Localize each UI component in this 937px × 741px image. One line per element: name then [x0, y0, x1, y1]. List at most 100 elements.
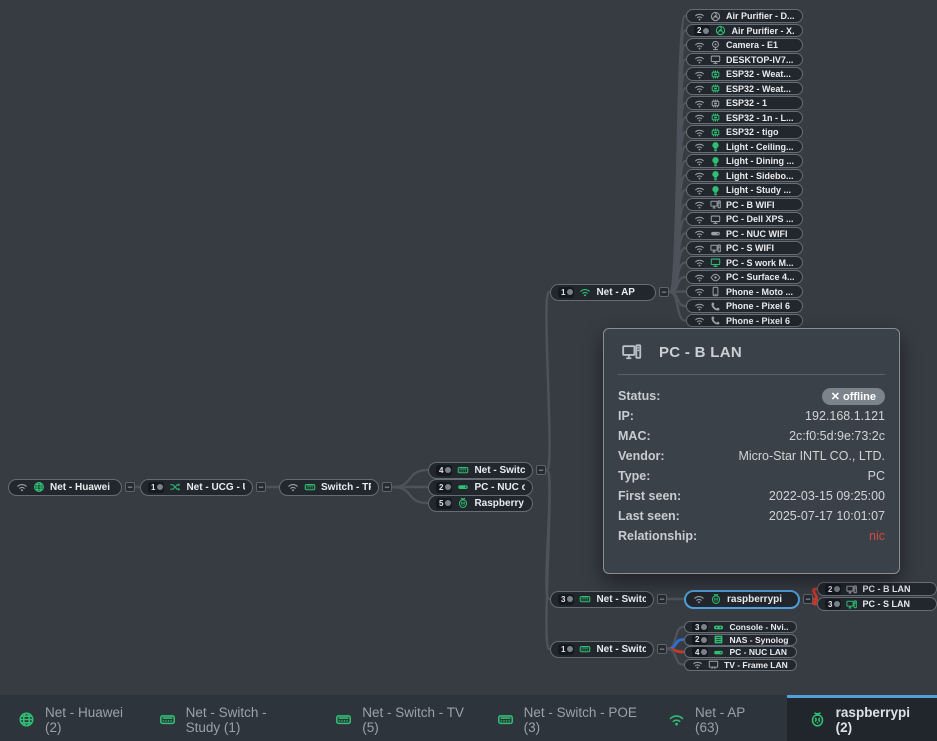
node-label: Camera - E1: [726, 40, 779, 50]
tab-net-switch-tv[interactable]: Net - Switch - TV (5): [322, 695, 478, 741]
wifi-icon: [692, 660, 703, 670]
switch-icon: [335, 711, 352, 728]
wifi-icon: [694, 83, 705, 94]
node-label: raspberrypi: [727, 593, 783, 605]
node-d8[interactable]: ESP32 - 1n - L...: [686, 110, 803, 125]
node-d11[interactable]: Light - Dining ...: [686, 154, 803, 168]
collapse-button[interactable]: −: [657, 594, 667, 604]
node-d18[interactable]: PC - S work M...: [686, 255, 803, 270]
node-raspberry-pi-old[interactable]: 5 Raspberry Pi ...: [428, 494, 533, 512]
detail-value: 2022-03-15 09:25:00: [768, 489, 885, 503]
count-badge: 4: [436, 464, 453, 476]
node-label: Net - Switch - ...: [596, 593, 646, 605]
node-console[interactable]: 3 Console - Nvi...: [684, 621, 797, 633]
node-d17[interactable]: PC - S WIFI: [686, 241, 803, 255]
handset-icon: [710, 315, 721, 326]
node-switch-tp[interactable]: Switch - TP li...: [279, 478, 379, 496]
node-d4[interactable]: DESKTOP-IV7...: [686, 52, 803, 67]
collapse-button[interactable]: −: [536, 465, 546, 475]
wifi-icon: [694, 228, 705, 239]
node-label: Net - Switch - ...: [596, 643, 646, 655]
node-nas[interactable]: 2 NAS - Synology: [684, 633, 797, 646]
globe-icon: [18, 711, 35, 728]
node-d20[interactable]: Phone - Moto ...: [686, 284, 803, 299]
count-badge: 1: [558, 643, 575, 655]
tab-label: Net - Switch - Study (1): [185, 704, 267, 735]
chip-icon: [710, 127, 721, 138]
bulb-icon: [710, 170, 721, 181]
node-label: PC - S WIFI: [726, 243, 774, 253]
tab-net-huawei[interactable]: Net - Huawei (2): [5, 695, 141, 741]
wifi-icon: [694, 286, 705, 297]
node-d13[interactable]: Light - Study ...: [686, 183, 803, 197]
bottom-tab-bar: Net - Huawei (2) Net - Switch - Study (1)…: [0, 695, 937, 741]
status-badge: ✕ offline: [821, 387, 885, 405]
count-badge: 2: [692, 634, 709, 645]
node-d21[interactable]: Phone - Pixel 6: [686, 299, 803, 313]
node-d12[interactable]: Light - Sidebo...: [686, 168, 803, 183]
node-d14[interactable]: PC - B WIFI: [686, 197, 803, 212]
graph-canvas[interactable]: Net - Huawei − 1 Net - UCG - Ul... − Switch -…: [0, 0, 937, 695]
node-label: Light - Sidebo...: [726, 170, 794, 181]
detail-value: 192.168.1.121: [805, 409, 885, 423]
node-d9[interactable]: ESP32 - tigo: [686, 125, 803, 139]
node-net-ucg[interactable]: 1 Net - UCG - Ul...: [140, 478, 253, 496]
wifi-icon: [694, 185, 705, 196]
node-d15[interactable]: PC - Dell XPS ...: [686, 212, 803, 226]
tab-net-switch-study[interactable]: Net - Switch - Study (1): [146, 695, 318, 741]
node-net-ap[interactable]: 1 Net - AP: [550, 283, 656, 301]
node-d3[interactable]: Camera - E1: [686, 38, 803, 52]
node-label: Switch - TP li...: [321, 481, 371, 493]
node-d10[interactable]: Light - Ceiling...: [686, 139, 803, 154]
collapse-button[interactable]: −: [382, 482, 392, 492]
collapse-button[interactable]: −: [659, 287, 669, 297]
node-pc-nuc-lan[interactable]: 4 PC - NUC LAN: [684, 646, 797, 658]
detail-value: 2025-07-17 10:01:07: [768, 509, 885, 523]
detail-label: Status:: [618, 389, 661, 403]
count-badge: 2: [825, 583, 842, 595]
node-net-switch-1[interactable]: 1 Net - Switch - ...: [550, 640, 654, 658]
node-net-huawei[interactable]: Net - Huawei: [8, 478, 122, 496]
node-d5[interactable]: ESP32 - Weat...: [686, 67, 803, 81]
tab-raspberrypi[interactable]: raspberrypi (2): [786, 695, 937, 741]
collapse-button[interactable]: −: [256, 482, 266, 492]
node-label: Net - Huawei: [50, 481, 111, 493]
node-net-switch-3[interactable]: 3 Net - Switch - ...: [550, 590, 654, 608]
node-d7[interactable]: ESP32 - 1: [686, 96, 803, 110]
nas-icon: [713, 635, 724, 645]
wifi-icon: [668, 711, 685, 728]
nuc-icon: [457, 481, 469, 493]
node-label: PC - Dell XPS ...: [726, 214, 794, 224]
node-label: Phone - Pixel 6: [726, 315, 791, 326]
switch-icon: [159, 711, 176, 728]
node-d19[interactable]: PC - Surface 4...: [686, 270, 803, 284]
switch-icon: [304, 481, 316, 493]
node-pc-s-lan[interactable]: 3 PC - S LAN: [817, 597, 937, 611]
detail-label: IP:: [618, 409, 634, 423]
count-badge: 1: [558, 286, 575, 298]
node-tv[interactable]: TV - Frame LAN: [684, 658, 797, 671]
detail-row: MAC: 2c:f0:5d:9e:73:2c: [618, 426, 885, 446]
node-d22[interactable]: Phone - Pixel 6: [686, 313, 803, 328]
tab-net-ap[interactable]: Net - AP (63): [655, 695, 773, 741]
globe-icon: [33, 481, 45, 493]
collapse-button[interactable]: −: [803, 594, 813, 604]
collapse-button[interactable]: −: [657, 644, 667, 654]
tv-icon: [708, 660, 719, 670]
node-d16[interactable]: PC - NUC WIFI: [686, 226, 803, 241]
wifi-icon: [579, 286, 591, 298]
count-badge: 3: [825, 598, 842, 610]
tab-net-switch-poe[interactable]: Net - Switch - POE (3): [484, 695, 650, 741]
node-label: ESP32 - 1n - L...: [726, 112, 794, 123]
node-net-switch-top[interactable]: 4 Net - Switch - ...: [428, 461, 533, 479]
node-pc-nuc-old[interactable]: 2 PC - NUC old: [428, 478, 533, 496]
node-label: Air Purifier - X...: [731, 25, 795, 36]
node-d2[interactable]: 2 Air Purifier - X...: [686, 23, 803, 38]
node-label: Air Purifier - D...: [726, 11, 795, 21]
node-d6[interactable]: ESP32 - Weat...: [686, 81, 803, 96]
node-d1[interactable]: Air Purifier - D...: [686, 9, 803, 23]
node-pc-b-lan[interactable]: 2 PC - B LAN: [817, 582, 937, 596]
node-raspberrypi[interactable]: raspberrypi: [684, 589, 800, 609]
tab-label: Net - Switch - POE (3): [523, 704, 637, 735]
collapse-button[interactable]: −: [125, 482, 135, 492]
